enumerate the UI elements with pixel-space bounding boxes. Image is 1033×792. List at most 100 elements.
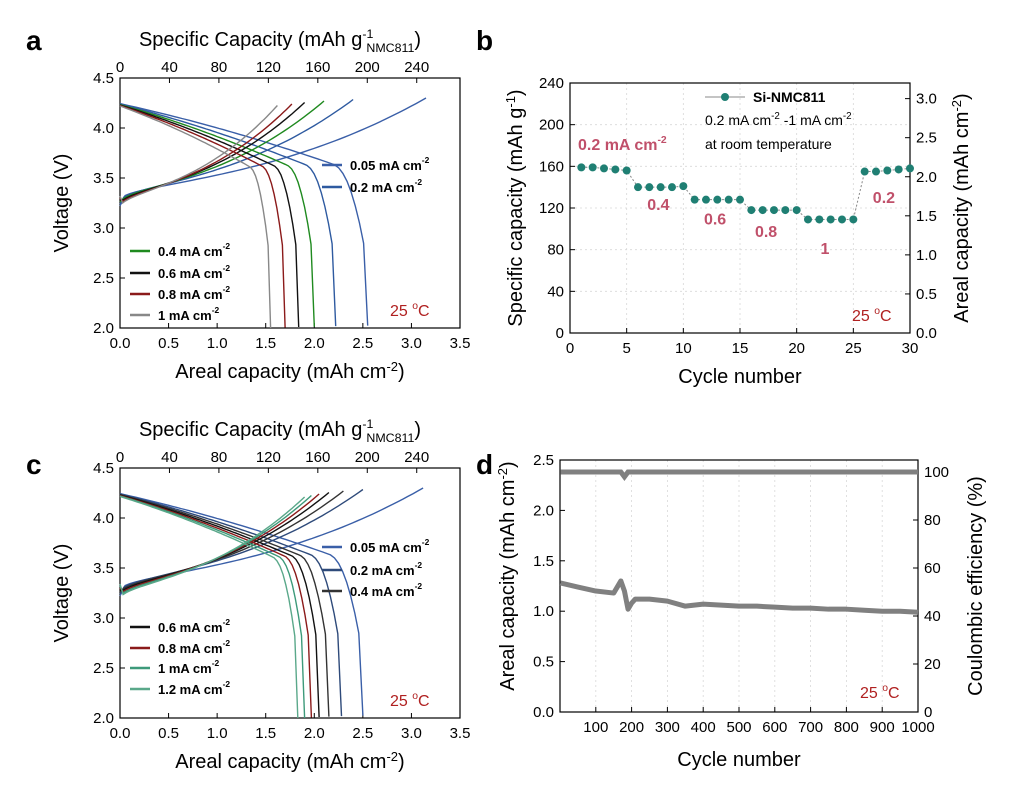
data-point: [860, 167, 869, 176]
x-tick-label: 0.5: [158, 725, 179, 742]
legend-marker: [721, 93, 729, 101]
top-tick-label: 240: [404, 59, 429, 76]
y-tick-label: 0.0: [533, 704, 554, 721]
discharge-curve: [119, 493, 343, 717]
x-tick-label: 0: [566, 340, 574, 357]
legend-entry: 0.6 mA cm-2: [158, 617, 230, 635]
legend-entry: 0.4 mA cm-2: [158, 241, 230, 259]
x-tick-label: 0.5: [158, 335, 179, 352]
panel-c-chart: 0.0 0.5 1.0 1.5 2.0 2.5 3.0 3.5 2.0 2.5 3.0 3.5 4.0 4…: [51, 417, 470, 773]
data-point: [736, 195, 744, 204]
temperature-label: 25 oC: [852, 306, 892, 325]
panel-label-c: c: [26, 449, 42, 480]
charge-curve: [119, 493, 320, 593]
y-tick-label: 2.0: [93, 320, 114, 337]
top-tick-label: 80: [211, 449, 228, 466]
legend-entry: 1 mA cm-2: [158, 658, 220, 676]
data-point: [815, 215, 824, 224]
data-point: [588, 163, 597, 172]
data-point: [690, 195, 699, 204]
data-point: [849, 215, 858, 224]
data-point: [758, 206, 767, 215]
rate-note: 0.2 mA cm-2 -1 mA cm-2: [705, 111, 852, 128]
temperature-label: 25 oC: [390, 301, 430, 320]
data-point: [611, 165, 620, 174]
charge-curve: [119, 490, 344, 593]
legend-entry: 0.4 mA cm-2: [350, 581, 422, 599]
legend-label: Si-NMC811: [753, 89, 826, 105]
top-tick-label: 240: [404, 449, 429, 466]
x-tick-label: 2.0: [304, 725, 325, 742]
y2-tick-label: 100: [924, 464, 949, 481]
y-axis-label: Voltage (V): [51, 154, 73, 253]
charge-curve: [119, 105, 278, 205]
x-tick-label: 1.0: [207, 335, 228, 352]
top-tick-label: 40: [161, 59, 178, 76]
data-point: [622, 166, 631, 175]
rate-label: 0.2: [873, 190, 895, 207]
condition-note: at room temperature: [705, 136, 832, 152]
legend-entry: 0.2 mA cm-2: [350, 177, 422, 195]
data-point: [634, 183, 642, 192]
y2-tick-label: 60: [924, 560, 941, 577]
x-tick-label: 900: [870, 719, 895, 736]
data-point: [838, 215, 846, 224]
temperature-label: 25 oC: [390, 691, 430, 710]
y-tick-label: 4.5: [93, 70, 114, 87]
discharge-curve: [119, 492, 364, 716]
x-tick-label: 200: [619, 719, 644, 736]
x-tick-label: 25: [845, 340, 862, 357]
legend-entry: 0.2 mA cm-2: [350, 560, 422, 578]
legend-entry: 0.05 mA cm-2: [350, 155, 430, 173]
y-tick-label: 200: [539, 117, 564, 134]
data-point: [702, 195, 710, 204]
data-point: [713, 195, 722, 204]
data-point: [804, 215, 812, 224]
series-line: [581, 166, 911, 220]
data-point: [600, 164, 608, 173]
y2-tick-label: 40: [924, 608, 941, 625]
y2-tick-label: 0.0: [916, 325, 937, 342]
y-tick-label: 2.0: [533, 502, 554, 519]
y2-tick-label: 20: [924, 656, 941, 673]
data-point: [770, 206, 778, 215]
data-point: [656, 183, 665, 192]
areal-capacity-line: [559, 578, 919, 615]
panel-d-chart: 100 200 300 400 500 600 700 800 900 10000.00.51.0…: [495, 452, 987, 771]
x-tick-label: 30: [902, 340, 919, 357]
x-tick-label: 10: [675, 340, 692, 357]
top-tick-label: 160: [305, 59, 330, 76]
y2-tick-label: 0: [924, 704, 932, 721]
top-tick-label: 40: [161, 449, 178, 466]
data-point: [724, 195, 733, 204]
legend-entry: 0.8 mA cm-2: [158, 284, 230, 302]
charge-curve: [120, 101, 306, 201]
y-tick-label: 3.0: [93, 220, 114, 237]
x-tick-label: 600: [762, 719, 787, 736]
data-point: [781, 206, 790, 215]
y-axis-label: Voltage (V): [51, 544, 73, 643]
x-tick-label: 1.5: [255, 335, 276, 352]
y-tick-label: 4.0: [93, 120, 114, 137]
y-tick-label: 2.5: [93, 660, 114, 677]
y-tick-label: 40: [547, 283, 564, 300]
x-tick-label: 3.0: [401, 335, 422, 352]
data-point: [872, 167, 880, 176]
x-axis-label: Areal capacity (mAh cm-2): [175, 359, 404, 383]
discharge-curve: [119, 494, 313, 718]
data-point: [894, 165, 903, 174]
y-tick-label: 3.5: [93, 170, 114, 187]
discharge-curve: [119, 104, 300, 328]
legend-entry: 0.6 mA cm-2: [158, 263, 230, 281]
rate-label: 0.8: [755, 224, 777, 241]
x-tick-label: 20: [788, 340, 805, 357]
discharge-curve: [119, 102, 369, 326]
y-tick-label: 1.5: [533, 553, 554, 570]
x-axis-label: Areal capacity (mAh cm-2): [175, 749, 404, 773]
data-point: [668, 183, 676, 192]
data-point: [679, 182, 688, 191]
charge-curve: [119, 496, 306, 596]
x-tick-label: 2.5: [352, 725, 373, 742]
y-tick-label: 120: [539, 200, 564, 217]
y-tick-label: 3.5: [93, 560, 114, 577]
